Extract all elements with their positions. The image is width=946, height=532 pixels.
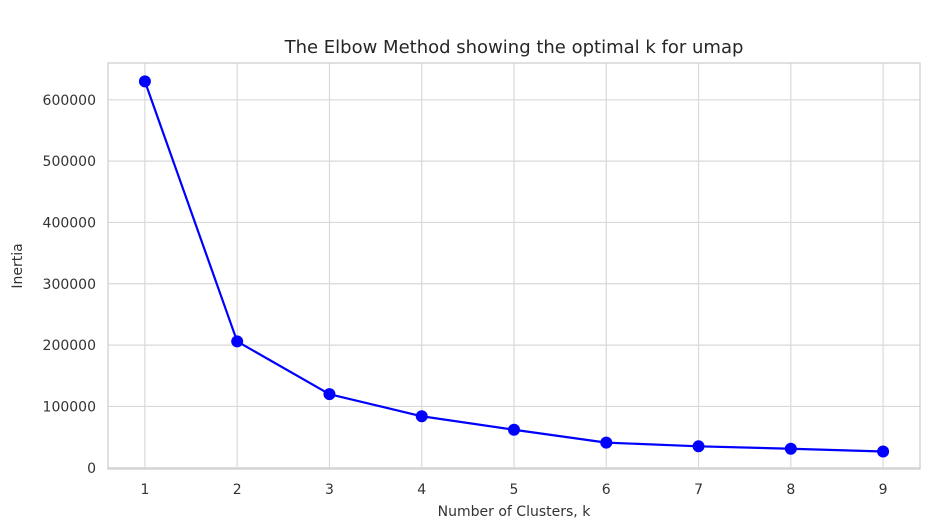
y-tick-label: 600000	[43, 93, 96, 109]
data-point	[692, 440, 705, 453]
data-point	[415, 410, 428, 423]
data-point	[600, 436, 613, 449]
x-tick-label: 8	[786, 482, 795, 498]
data-point	[231, 335, 244, 348]
x-tick-label: 5	[510, 482, 519, 498]
x-tick-label: 4	[417, 482, 426, 498]
data-point	[784, 442, 797, 455]
x-tick-label: 2	[233, 482, 242, 498]
data-point	[508, 423, 520, 436]
y-tick-labels: 0 100000 200000 300000 400000 500000 600000	[43, 93, 96, 477]
x-tick-label: 9	[879, 482, 888, 498]
y-tick-label: 500000	[43, 154, 96, 170]
chart-title: The Elbow Method showing the optimal k f…	[284, 37, 744, 58]
series-layer	[138, 75, 890, 458]
y-tick-label: 300000	[43, 277, 96, 293]
y-tick-label: 0	[87, 461, 96, 477]
x-tick-label: 1	[140, 482, 149, 498]
data-point	[138, 75, 151, 88]
y-tick-label: 200000	[43, 338, 96, 354]
x-tick-label: 3	[325, 482, 334, 498]
y-tick-label: 400000	[43, 215, 96, 231]
data-point	[323, 388, 336, 401]
x-tick-labels: 1 2 3 4 5 6 7 8 9	[140, 482, 887, 498]
data-point	[877, 445, 890, 458]
grid-lines	[108, 63, 920, 469]
y-axis-label: Inertia	[10, 243, 26, 288]
x-axis-label: Number of Clusters, k	[438, 504, 592, 520]
y-tick-label: 100000	[43, 399, 96, 415]
x-tick-label: 7	[694, 482, 703, 498]
plot-frame	[107, 62, 921, 470]
x-tick-label: 6	[602, 482, 611, 498]
